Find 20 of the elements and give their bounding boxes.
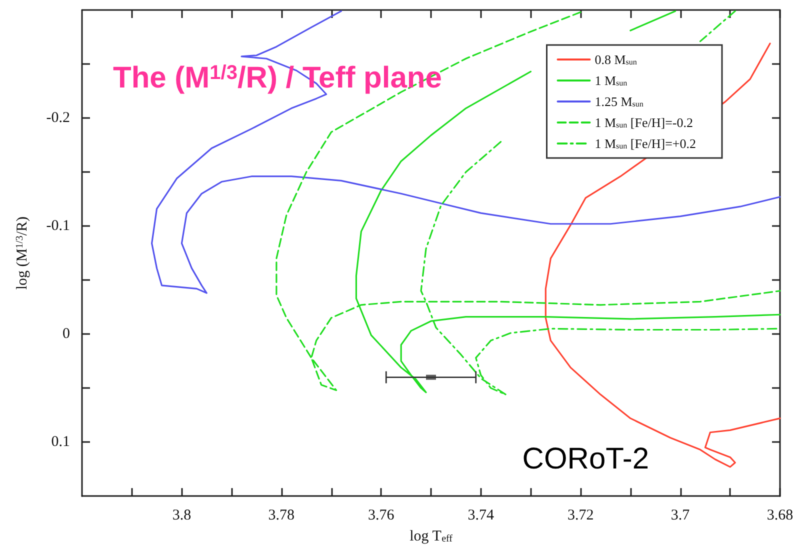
y-tick-label: -0.2 bbox=[46, 110, 70, 126]
legend-label: 0.8 Msun bbox=[594, 52, 637, 67]
x-tick-label: 3.68 bbox=[766, 508, 794, 524]
y-tick-label: 0.1 bbox=[51, 434, 70, 450]
legend-label: 1 Msun [Fe/H]=-0.2 bbox=[594, 115, 694, 130]
y-tick-label: 0 bbox=[62, 326, 70, 342]
y-axis-title: log (M1/3/R) bbox=[14, 216, 30, 290]
x-tick-label: 3.72 bbox=[567, 508, 594, 524]
annotation: CORoT-2 bbox=[522, 442, 650, 476]
y-tick-label: -0.1 bbox=[46, 218, 70, 234]
legend-label: 1 Msun bbox=[594, 73, 628, 88]
x-tick-label: 3.76 bbox=[368, 508, 395, 524]
line-series bbox=[276, 11, 781, 392]
legend-label: 1.25 Msun bbox=[594, 94, 644, 109]
legend-label: 1 Msun [Fe/H]=+0.2 bbox=[594, 136, 696, 151]
x-tick-label: 3.7 bbox=[670, 508, 690, 524]
x-axis-title: log Teff bbox=[410, 528, 454, 544]
x-tick-label: 3.74 bbox=[468, 508, 494, 524]
x-tick-label: 3.78 bbox=[268, 508, 295, 524]
x-tick-label: 3.8 bbox=[172, 508, 192, 524]
